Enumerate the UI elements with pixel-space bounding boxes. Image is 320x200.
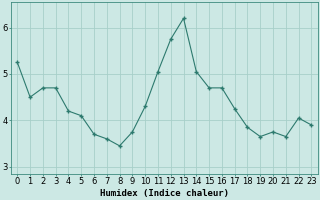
X-axis label: Humidex (Indice chaleur): Humidex (Indice chaleur)	[100, 189, 229, 198]
